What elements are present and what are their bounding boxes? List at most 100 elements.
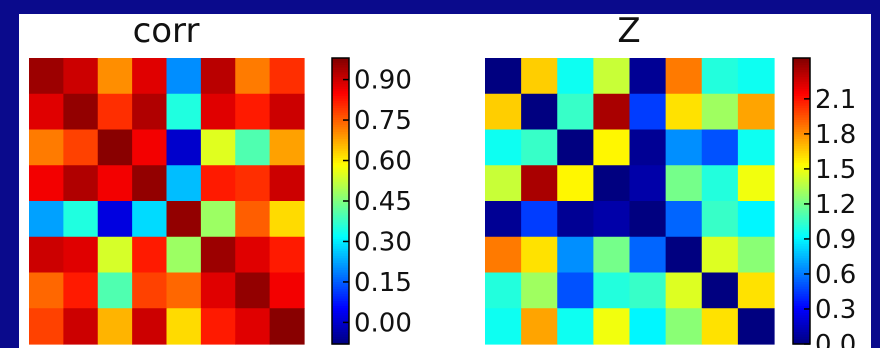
colorbar-segment xyxy=(793,210,810,214)
colorbar-segment xyxy=(793,203,810,207)
heatmap-cell xyxy=(521,58,558,95)
heatmap-cell xyxy=(200,201,236,238)
colorbar-segment xyxy=(332,284,349,288)
colorbar-segment xyxy=(332,91,349,95)
colorbar-segment xyxy=(793,119,810,123)
colorbar-segment xyxy=(793,72,810,76)
heatmap-cell xyxy=(701,236,739,274)
colorbar-segment xyxy=(332,189,349,193)
heatmap-cell xyxy=(593,165,631,202)
colorbar-segment xyxy=(332,262,349,266)
heatmap-cell xyxy=(629,201,667,238)
colorbar-segment xyxy=(793,81,810,85)
heatmap-cell xyxy=(235,308,271,345)
colorbar-segment xyxy=(332,313,349,316)
heatmap-cell xyxy=(269,236,305,274)
heatmap-cell xyxy=(485,129,522,166)
heatmap-cell xyxy=(29,201,64,238)
colorbar-tick-label: 0.90 xyxy=(354,66,412,96)
heatmap-cell xyxy=(97,308,133,345)
colorbar-segment xyxy=(332,322,349,326)
colorbar-segment xyxy=(332,184,349,188)
colorbar-segment xyxy=(793,110,810,114)
colorbar-segment xyxy=(793,134,810,138)
colorbar-segment xyxy=(332,150,349,154)
heatmap-cell xyxy=(737,93,775,131)
heatmap-cell xyxy=(235,165,271,202)
heatmap-cell xyxy=(593,129,631,166)
heatmap-cell xyxy=(166,272,202,309)
colorbar-segment xyxy=(332,58,349,61)
colorbar-segment xyxy=(332,267,349,271)
colorbar-segment xyxy=(332,305,349,309)
heatmap-cell xyxy=(737,129,775,166)
colorbar-segment xyxy=(793,103,810,107)
colorbar-segment xyxy=(793,162,810,166)
heatmap-cell xyxy=(235,129,271,166)
heatmap-cell xyxy=(200,58,236,95)
colorbar-segment xyxy=(332,329,349,333)
colorbar-segment xyxy=(332,72,349,76)
colorbar-segment xyxy=(793,74,810,78)
heatmap-cell xyxy=(701,129,739,166)
heatmap-cell xyxy=(63,93,99,131)
colorbar-segment xyxy=(793,177,810,181)
colorbar-frame xyxy=(792,57,811,345)
colorbar-segment xyxy=(793,253,810,257)
colorbar-segment xyxy=(332,324,349,328)
colorbar-segment xyxy=(793,267,810,271)
colorbar-segment xyxy=(332,317,349,321)
colorbar-segment xyxy=(793,105,810,109)
colorbar-tick-label: 0.6 xyxy=(815,260,856,290)
colorbar-segment xyxy=(332,327,349,331)
heatmap-cell xyxy=(593,308,631,345)
heatmap-cell xyxy=(132,272,168,309)
colorbar-segment xyxy=(793,329,810,333)
colorbar-segment xyxy=(332,201,349,204)
heatmap-cell xyxy=(701,308,739,345)
colorbar-segment xyxy=(332,146,349,150)
colorbar-segment xyxy=(793,289,810,293)
heatmap-cell xyxy=(485,93,522,131)
heatmap-cell xyxy=(269,58,305,95)
colorbar-segment xyxy=(332,282,349,286)
heatmap-cell xyxy=(629,129,667,166)
colorbar-segment xyxy=(793,108,810,112)
heatmap-cell xyxy=(665,308,703,345)
colorbar-segment xyxy=(793,334,810,338)
colorbar-segment xyxy=(793,112,810,116)
heatmap-cell xyxy=(665,272,703,309)
heatmap-cell xyxy=(737,308,775,345)
heatmap-cell xyxy=(521,308,558,345)
heatmap-cell xyxy=(521,129,558,166)
heatmap-cell xyxy=(132,58,168,95)
colorbar-segment xyxy=(332,81,349,85)
heatmap-cell xyxy=(593,201,631,238)
colorbar-segment xyxy=(793,93,810,97)
colorbar-segment xyxy=(332,212,349,216)
colorbar-segment xyxy=(793,139,810,143)
colorbar-segment xyxy=(793,131,810,135)
heatmap-cell xyxy=(97,58,133,95)
heatmap-z xyxy=(485,58,775,345)
colorbar-segment xyxy=(332,77,349,81)
colorbar-segment xyxy=(793,298,810,302)
colorbar-segment xyxy=(793,143,810,147)
colorbar-segment xyxy=(332,110,349,114)
colorbar-segment xyxy=(793,260,810,264)
colorbar-segment xyxy=(793,239,810,243)
colorbar-segment xyxy=(793,201,810,204)
colorbar-segment xyxy=(793,231,810,235)
colorbar-segment xyxy=(332,177,349,181)
colorbar-segment xyxy=(332,179,349,183)
heatmap-cell xyxy=(629,308,667,345)
heatmap-cell xyxy=(97,272,133,309)
colorbar-segment xyxy=(332,310,349,314)
colorbar-segment xyxy=(793,174,810,178)
colorbar-segment xyxy=(332,203,349,207)
heatmap-cell xyxy=(629,58,667,95)
colorbar-segment xyxy=(793,234,810,238)
colorbar-segment xyxy=(793,262,810,266)
heatmap-cell xyxy=(166,236,202,274)
colorbar-segment xyxy=(793,248,810,252)
